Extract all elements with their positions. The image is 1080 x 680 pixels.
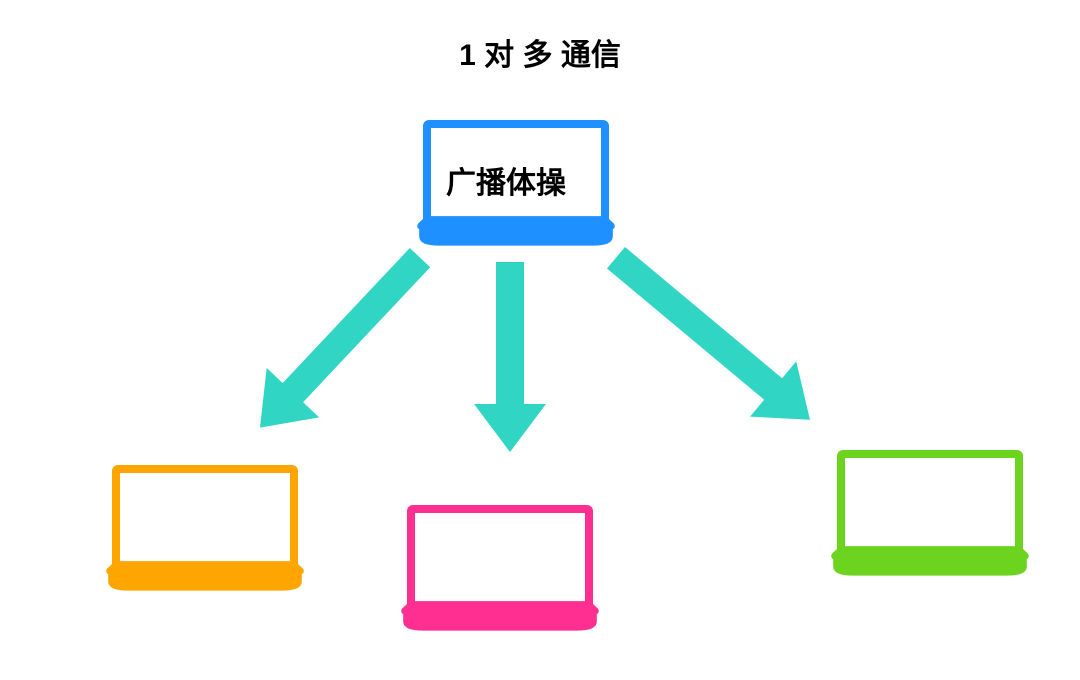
target-laptop-center bbox=[400, 505, 600, 633]
broadcast-arrow-left bbox=[258, 246, 432, 435]
broadcast-arrow-right bbox=[605, 245, 812, 427]
diagram-title: 1 对 多 通信 bbox=[0, 30, 1080, 74]
broadcast-arrow-center bbox=[472, 260, 548, 459]
target-laptop-right bbox=[830, 450, 1030, 578]
source-laptop-label: 广播体操 bbox=[446, 158, 566, 202]
target-laptop-left bbox=[105, 465, 305, 593]
